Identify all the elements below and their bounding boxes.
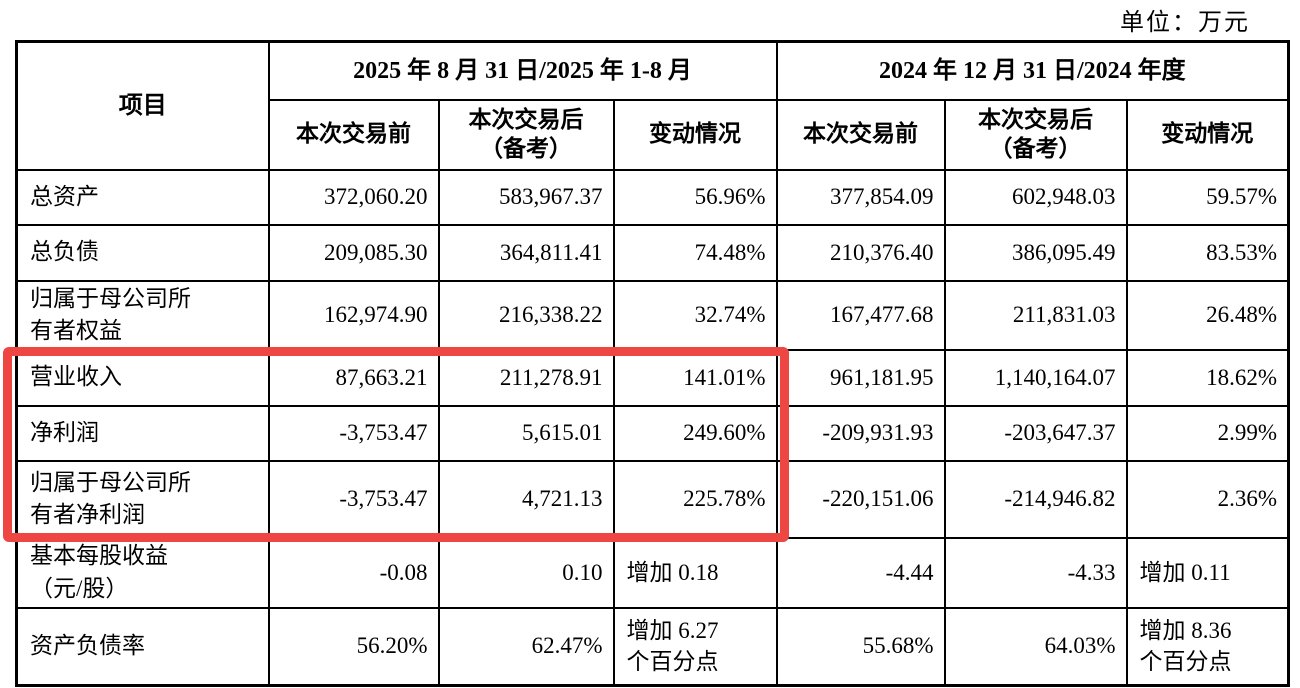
cell-value: 211,278.91 [437, 348, 615, 407]
column-subheader-pre-2024: 本次交易前 [775, 98, 946, 171]
cell-value: 62.47% [437, 606, 615, 687]
cell-value: 74.48% [612, 223, 778, 282]
cell-value: 64.03% [943, 606, 1128, 687]
cell-value: 167,477.68 [775, 279, 946, 351]
unit-label: 单位：万元 [1120, 10, 1250, 36]
cell-value: 249.60% [612, 404, 778, 462]
cell-value: 2.36% [1125, 459, 1290, 539]
row-label: 总资产 [15, 168, 270, 226]
row-label: 资产负债率 [15, 606, 270, 687]
cell-value: 增加 0.11 [1125, 536, 1290, 609]
cell-value: 5,615.01 [437, 404, 615, 462]
cell-value: -220,151.06 [775, 459, 946, 539]
cell-value: 55.68% [775, 606, 946, 687]
cell-value: -0.08 [267, 536, 440, 609]
row-label: 营业收入 [15, 348, 270, 407]
cell-value: 4,721.13 [437, 459, 615, 539]
cell-value: 372,060.20 [267, 168, 440, 226]
cell-value: 583,967.37 [437, 168, 615, 226]
cell-value: -4.33 [943, 536, 1128, 609]
cell-value: 32.74% [612, 279, 778, 351]
row-label: 归属于母公司所 有者净利润 [15, 459, 270, 539]
column-group-2024: 2024 年 12 月 31 日/2024 年度 [775, 40, 1290, 101]
cell-value: 增加 6.27 个百分点 [612, 606, 778, 687]
cell-value: 0.10 [437, 536, 615, 609]
row-label: 归属于母公司所 有者权益 [15, 279, 270, 351]
row-label: 基本每股收益 （元/股） [15, 536, 270, 609]
cell-value: -214,946.82 [943, 459, 1128, 539]
cell-value: 211,831.03 [943, 279, 1128, 351]
column-group-2025: 2025 年 8 月 31 日/2025 年 1-8 月 [267, 40, 778, 101]
cell-value: 增加 0.18 [612, 536, 778, 609]
table-row: 归属于母公司所 有者权益 162,974.90 216,338.22 32.74… [15, 279, 1290, 351]
column-subheader-change-2025: 变动情况 [612, 98, 778, 171]
cell-value: 2.99% [1125, 404, 1290, 462]
table-row: 基本每股收益 （元/股） -0.08 0.10 增加 0.18 -4.44 -4… [15, 536, 1290, 609]
cell-value: 961,181.95 [775, 348, 946, 407]
cell-value: 56.96% [612, 168, 778, 226]
cell-value: -3,753.47 [267, 404, 440, 462]
table-row: 总资产 372,060.20 583,967.37 56.96% 377,854… [15, 168, 1290, 226]
cell-value: 602,948.03 [943, 168, 1128, 226]
cell-value: 56.20% [267, 606, 440, 687]
cell-value: 209,085.30 [267, 223, 440, 282]
cell-value: -3,753.47 [267, 459, 440, 539]
cell-value: 364,811.41 [437, 223, 615, 282]
cell-value: -4.44 [775, 536, 946, 609]
column-subheader-pre-2025: 本次交易前 [267, 98, 440, 171]
cell-value: 1,140,164.07 [943, 348, 1128, 407]
table-container: 项目 2025 年 8 月 31 日/2025 年 1-8 月 2024 年 1… [15, 40, 1291, 687]
cell-value: 216,338.22 [437, 279, 615, 351]
cell-value: -203,647.37 [943, 404, 1128, 462]
cell-value: 225.78% [612, 459, 778, 539]
cell-value: 377,854.09 [775, 168, 946, 226]
table-row-highlighted: 归属于母公司所 有者净利润 -3,753.47 4,721.13 225.78%… [15, 459, 1290, 539]
financial-comparison-table: 项目 2025 年 8 月 31 日/2025 年 1-8 月 2024 年 1… [15, 40, 1291, 687]
cell-value: 18.62% [1125, 348, 1290, 407]
table-row: 资产负债率 56.20% 62.47% 增加 6.27 个百分点 55.68% … [15, 606, 1290, 687]
cell-value: 59.57% [1125, 168, 1290, 226]
cell-value: 增加 8.36 个百分点 [1125, 606, 1290, 687]
row-label: 净利润 [15, 404, 270, 462]
cell-value: 386,095.49 [943, 223, 1128, 282]
cell-value: 26.48% [1125, 279, 1290, 351]
cell-value: 162,974.90 [267, 279, 440, 351]
cell-value: 210,376.40 [775, 223, 946, 282]
table-row-highlighted: 净利润 -3,753.47 5,615.01 249.60% -209,931.… [15, 404, 1290, 462]
row-label: 总负债 [15, 223, 270, 282]
column-subheader-change-2024: 变动情况 [1125, 98, 1290, 171]
table-row-highlighted: 营业收入 87,663.21 211,278.91 141.01% 961,18… [15, 348, 1290, 407]
cell-value: -209,931.93 [775, 404, 946, 462]
column-header-item: 项目 [15, 40, 270, 171]
column-subheader-post-2024: 本次交易后 （备考） [943, 98, 1128, 171]
cell-value: 141.01% [612, 348, 778, 407]
column-subheader-post-2025: 本次交易后 （备考） [437, 98, 615, 171]
cell-value: 83.53% [1125, 223, 1290, 282]
cell-value: 87,663.21 [267, 348, 440, 407]
table-row: 总负债 209,085.30 364,811.41 74.48% 210,376… [15, 223, 1290, 282]
